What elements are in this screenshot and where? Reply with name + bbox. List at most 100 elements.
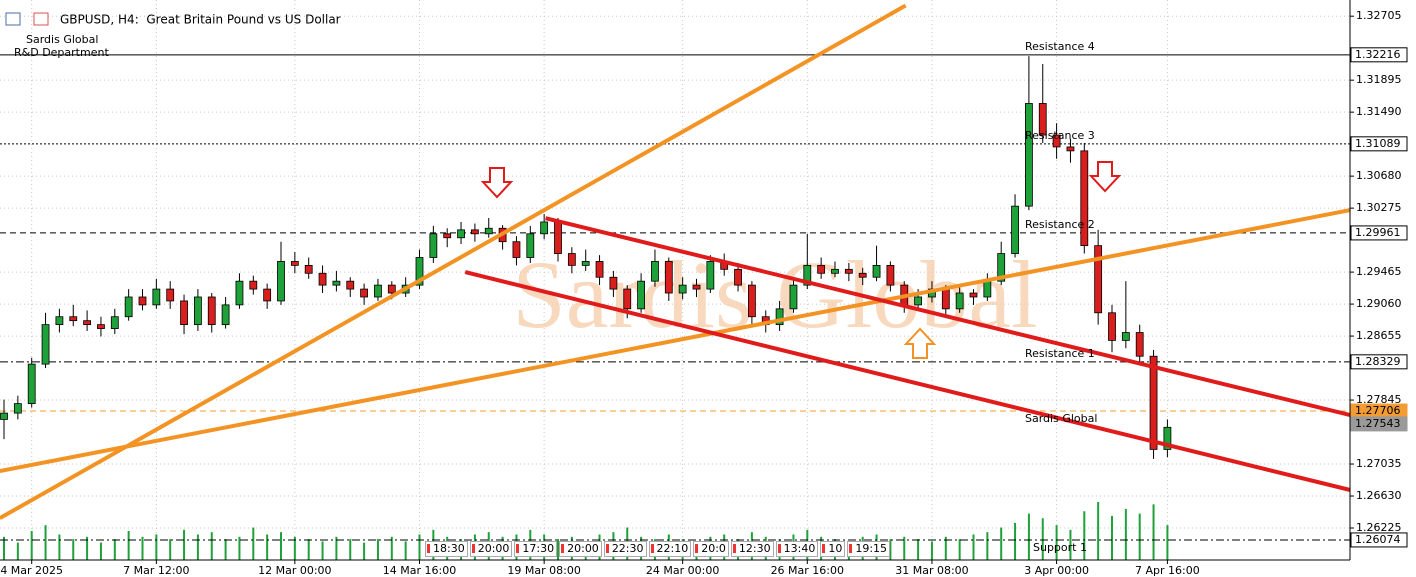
candle-body: [748, 284, 756, 318]
candle-body: [706, 261, 715, 290]
candle-body: [941, 288, 950, 310]
y-tick-label: 1.26225: [1356, 521, 1402, 534]
time-marker: 12:30: [730, 541, 774, 557]
candle-body: [387, 284, 396, 294]
time-marker: 19:15: [847, 541, 891, 557]
candle-body: [1149, 355, 1158, 450]
x-tick-label: 26 Mar 16:00: [771, 564, 844, 577]
candle-body: [41, 324, 50, 365]
candle-body: [664, 261, 673, 294]
volume-bar: [266, 534, 269, 560]
level-label: Resistance 1: [1025, 347, 1095, 360]
y-tick-label: 1.31895: [1356, 73, 1402, 86]
volume-bar: [307, 539, 310, 560]
candle-body: [955, 292, 964, 310]
volume-bar: [210, 532, 213, 560]
candle-body: [83, 320, 91, 326]
volume-bar: [557, 539, 559, 560]
volume-bar: [86, 536, 89, 560]
level-price-box: [1350, 354, 1408, 370]
header-line: R&D Department: [14, 46, 109, 59]
volume-bar: [390, 536, 393, 560]
candle-body: [138, 296, 147, 306]
y-tick-label: 1.27845: [1356, 393, 1402, 406]
level-price: 1.27706: [1355, 404, 1401, 417]
volume-bar: [99, 542, 102, 560]
candle-body: [13, 403, 22, 414]
volume-bar: [196, 534, 199, 560]
time-marker: 20:00: [559, 541, 602, 557]
sell-arrow: [480, 167, 514, 199]
candle-body: [997, 253, 1006, 282]
candle-body: [346, 280, 355, 290]
y-tick-label: 1.29060: [1356, 297, 1402, 310]
candle-body: [817, 264, 826, 274]
candle-body: [1080, 150, 1089, 247]
x-tick-label: 12 Mar 00:00: [258, 564, 331, 577]
y-tick-label: 1.28655: [1356, 329, 1402, 342]
candle-body: [1038, 103, 1047, 136]
volume-bar: [155, 534, 158, 560]
axes: 1.32705 1.31895 1.31490 1.30680 1.30275 1.294…: [0, 9, 1408, 577]
level-price: 1.32216: [1355, 48, 1401, 61]
time-marker: 13:40: [775, 541, 819, 557]
candle-body: [415, 257, 424, 286]
volume-bar: [1014, 522, 1017, 560]
candle-body: [609, 276, 618, 290]
candle-body: [637, 280, 645, 310]
icon: [33, 12, 49, 26]
volume-bar: [1055, 525, 1058, 560]
candle-body: [803, 264, 812, 286]
volume-bar: [44, 525, 47, 560]
time-marker: 22:10: [648, 541, 692, 557]
volume-bar: [3, 536, 5, 560]
candle-body: [1163, 426, 1172, 450]
candle-body: [526, 233, 535, 258]
volume-bar: [169, 539, 172, 560]
level-price: 1.28329: [1355, 355, 1401, 368]
volume-bar: [280, 532, 282, 560]
candle-body: [1094, 245, 1103, 314]
x-tick-label: 19 Mar 08:00: [507, 564, 580, 577]
candle-body: [1108, 312, 1116, 341]
volume-bar: [58, 534, 61, 560]
volume-bar: [30, 531, 33, 560]
candle-body: [110, 316, 119, 329]
candle-body: [374, 284, 382, 298]
x-tick-label: 31 Mar 08:00: [895, 564, 968, 577]
x-tick-label: 7 Apr 16:00: [1135, 564, 1200, 577]
candle-body: [1025, 103, 1033, 207]
level-label: Resistance 2: [1025, 218, 1095, 231]
candle-body: [567, 253, 576, 266]
level-label: Resistance 4: [1025, 40, 1095, 53]
candle-body: [304, 264, 313, 274]
candle-body: [678, 284, 687, 294]
candle-body: [318, 272, 327, 286]
candle-body: [512, 241, 521, 258]
volume-bar: [1027, 513, 1030, 560]
y-tick-label: 1.27035: [1356, 457, 1402, 470]
level-price-box: [1350, 416, 1408, 432]
level-label: Support 1: [1033, 541, 1087, 554]
y-tick-label: 1.32705: [1356, 9, 1402, 22]
candle-body: [166, 288, 175, 302]
candle-body: [27, 363, 36, 405]
candle-body: [221, 304, 230, 326]
candle-body: [443, 233, 452, 239]
candle-body: [844, 268, 853, 274]
y-tick-label: 1.30275: [1356, 201, 1402, 214]
candle-body: [457, 229, 465, 239]
volume-bar: [183, 529, 186, 560]
y-tick-label: 1.26630: [1356, 489, 1402, 502]
candle-body: [360, 288, 369, 298]
volume-bar: [293, 536, 296, 560]
volume-bar: [72, 539, 75, 560]
candle-body: [97, 324, 105, 329]
buy-arrow: [903, 327, 937, 359]
icon: [5, 12, 21, 26]
trendline: [0, 208, 1350, 474]
volume-bar: [1111, 515, 1113, 560]
candle-body: [789, 284, 798, 310]
time-marker: 10: [820, 541, 846, 557]
